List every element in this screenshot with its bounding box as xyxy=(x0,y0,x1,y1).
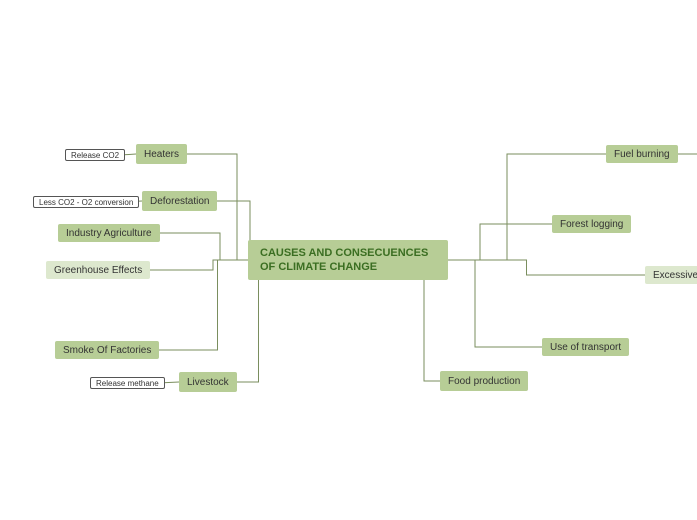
subnode-release-co2: Release CO2 xyxy=(65,149,125,161)
node-label: Excessive o xyxy=(653,270,697,281)
subnode-less-co2: Less CO2 - O2 conversion xyxy=(33,196,139,208)
node-industry: Industry Agriculture xyxy=(58,224,160,242)
node-label: Livestock xyxy=(187,377,229,388)
node-label: Heaters xyxy=(144,149,179,160)
node-label: Smoke Of Factories xyxy=(63,345,151,356)
node-label: Deforestation xyxy=(150,196,209,207)
node-fuel: Fuel burning xyxy=(606,145,678,163)
node-livestock: Livestock xyxy=(179,372,237,392)
node-label: Use of transport xyxy=(550,342,621,353)
node-greenhouse: Greenhouse Effects xyxy=(46,261,150,279)
subnode-label: Release CO2 xyxy=(71,151,119,160)
node-label: Fuel burning xyxy=(614,149,670,160)
subnode-release-meth: Release methane xyxy=(90,377,165,389)
node-label: Greenhouse Effects xyxy=(54,265,142,276)
node-label: Industry Agriculture xyxy=(66,228,152,239)
node-deforestation: Deforestation xyxy=(142,191,217,211)
node-label: Forest logging xyxy=(560,219,623,230)
center-label: CAUSES AND CONSECUENCES OF CLIMATE CHANG… xyxy=(260,246,436,275)
node-food: Food production xyxy=(440,371,528,391)
subnode-label: Less CO2 - O2 conversion xyxy=(39,198,133,207)
node-excessive: Excessive o xyxy=(645,266,697,284)
node-label: Food production xyxy=(448,376,520,387)
node-transport: Use of transport xyxy=(542,338,629,356)
center-node: CAUSES AND CONSECUENCES OF CLIMATE CHANG… xyxy=(248,240,448,280)
node-smoke: Smoke Of Factories xyxy=(55,341,159,359)
subnode-label: Release methane xyxy=(96,379,159,388)
node-heaters: Heaters xyxy=(136,144,187,164)
node-forest: Forest logging xyxy=(552,215,631,233)
